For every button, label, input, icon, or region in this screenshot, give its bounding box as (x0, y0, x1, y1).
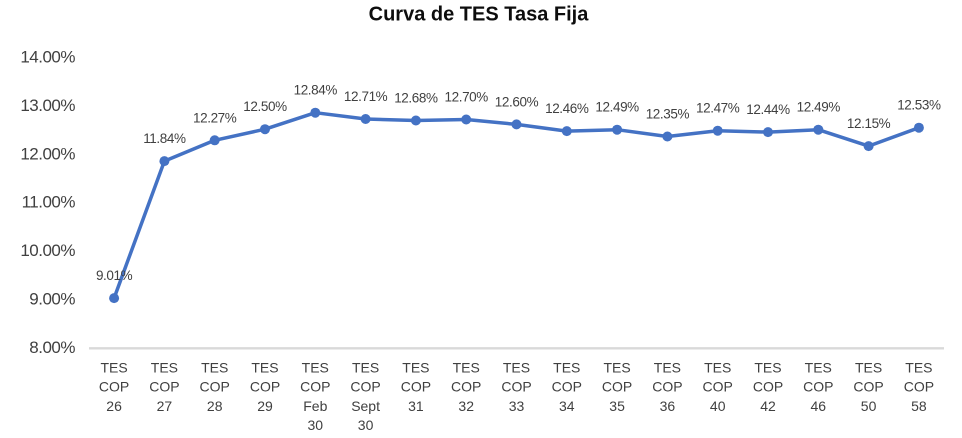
svg-text:12.47%: 12.47% (696, 101, 740, 116)
svg-text:COP: COP (904, 379, 934, 395)
svg-text:12.00%: 12.00% (20, 144, 75, 163)
svg-text:COP: COP (149, 379, 179, 395)
svg-text:TES: TES (503, 360, 530, 376)
svg-text:COP: COP (703, 379, 733, 395)
svg-text:36: 36 (660, 398, 676, 414)
svg-text:12.15%: 12.15% (847, 116, 891, 131)
svg-text:34: 34 (559, 398, 575, 414)
svg-text:14.00%: 14.00% (20, 48, 75, 67)
svg-text:30: 30 (358, 417, 374, 433)
svg-text:Curva de TES Tasa Fija: Curva de TES Tasa Fija (369, 4, 590, 26)
svg-text:27: 27 (157, 398, 173, 414)
svg-text:Feb: Feb (303, 398, 327, 414)
svg-text:COP: COP (652, 379, 682, 395)
svg-text:12.53%: 12.53% (897, 98, 941, 113)
svg-text:COP: COP (501, 379, 531, 395)
svg-text:COP: COP (803, 379, 833, 395)
svg-text:12.50%: 12.50% (243, 99, 287, 114)
svg-text:TES: TES (151, 360, 178, 376)
svg-text:8.00%: 8.00% (29, 338, 75, 357)
svg-text:TES: TES (352, 360, 379, 376)
svg-text:TES: TES (453, 360, 480, 376)
svg-text:32: 32 (458, 398, 474, 414)
svg-text:12.84%: 12.84% (294, 83, 338, 98)
svg-text:26: 26 (106, 398, 122, 414)
svg-text:COP: COP (300, 379, 330, 395)
svg-text:31: 31 (408, 398, 424, 414)
svg-text:10.00%: 10.00% (20, 241, 75, 260)
svg-text:TES: TES (302, 360, 329, 376)
svg-text:COP: COP (200, 379, 230, 395)
svg-text:11.84%: 11.84% (143, 131, 186, 146)
svg-text:29: 29 (257, 398, 273, 414)
svg-text:TES: TES (553, 360, 580, 376)
svg-text:TES: TES (402, 360, 429, 376)
svg-text:30: 30 (308, 417, 324, 433)
svg-text:COP: COP (99, 379, 129, 395)
svg-text:9.00%: 9.00% (29, 290, 75, 309)
svg-text:58: 58 (911, 398, 927, 414)
svg-text:Sept: Sept (351, 398, 380, 414)
svg-text:COP: COP (602, 379, 632, 395)
svg-text:COP: COP (753, 379, 783, 395)
svg-text:12.44%: 12.44% (746, 102, 790, 117)
svg-text:TES: TES (654, 360, 681, 376)
svg-text:12.70%: 12.70% (445, 90, 489, 105)
svg-text:13.00%: 13.00% (20, 96, 75, 115)
svg-text:35: 35 (609, 398, 625, 414)
svg-text:33: 33 (509, 398, 525, 414)
svg-text:42: 42 (760, 398, 776, 414)
svg-text:TES: TES (603, 360, 630, 376)
svg-text:12.49%: 12.49% (595, 100, 639, 115)
svg-text:TES: TES (754, 360, 781, 376)
svg-text:TES: TES (905, 360, 932, 376)
svg-text:12.60%: 12.60% (495, 94, 539, 109)
svg-text:TES: TES (805, 360, 832, 376)
svg-text:28: 28 (207, 398, 223, 414)
svg-text:COP: COP (853, 379, 883, 395)
svg-text:TES: TES (100, 360, 127, 376)
svg-text:TES: TES (201, 360, 228, 376)
svg-text:12.49%: 12.49% (797, 100, 841, 115)
svg-text:TES: TES (704, 360, 731, 376)
svg-text:11.00%: 11.00% (22, 193, 76, 212)
svg-text:TES: TES (251, 360, 278, 376)
svg-text:40: 40 (710, 398, 726, 414)
svg-text:9.01%: 9.01% (96, 268, 133, 283)
svg-text:12.68%: 12.68% (394, 91, 438, 106)
svg-text:COP: COP (552, 379, 582, 395)
svg-text:COP: COP (250, 379, 280, 395)
svg-text:46: 46 (811, 398, 827, 414)
svg-text:12.71%: 12.71% (344, 89, 388, 104)
svg-text:TES: TES (855, 360, 882, 376)
svg-text:12.35%: 12.35% (646, 107, 690, 122)
svg-text:COP: COP (401, 379, 431, 395)
svg-text:COP: COP (350, 379, 380, 395)
svg-text:12.27%: 12.27% (193, 110, 237, 125)
svg-text:COP: COP (451, 379, 481, 395)
svg-text:50: 50 (861, 398, 877, 414)
svg-text:12.46%: 12.46% (545, 101, 589, 116)
